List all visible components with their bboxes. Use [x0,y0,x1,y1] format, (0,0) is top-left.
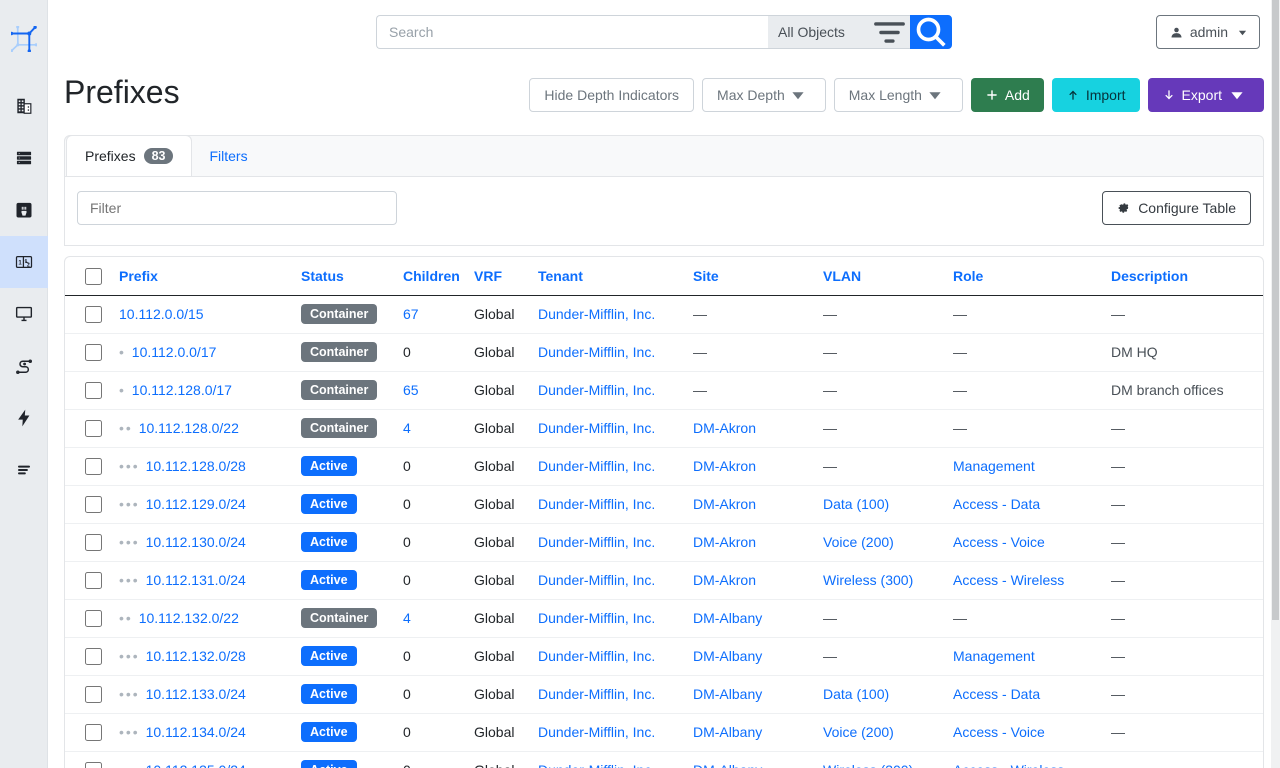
svg-text:1: 1 [18,261,22,267]
